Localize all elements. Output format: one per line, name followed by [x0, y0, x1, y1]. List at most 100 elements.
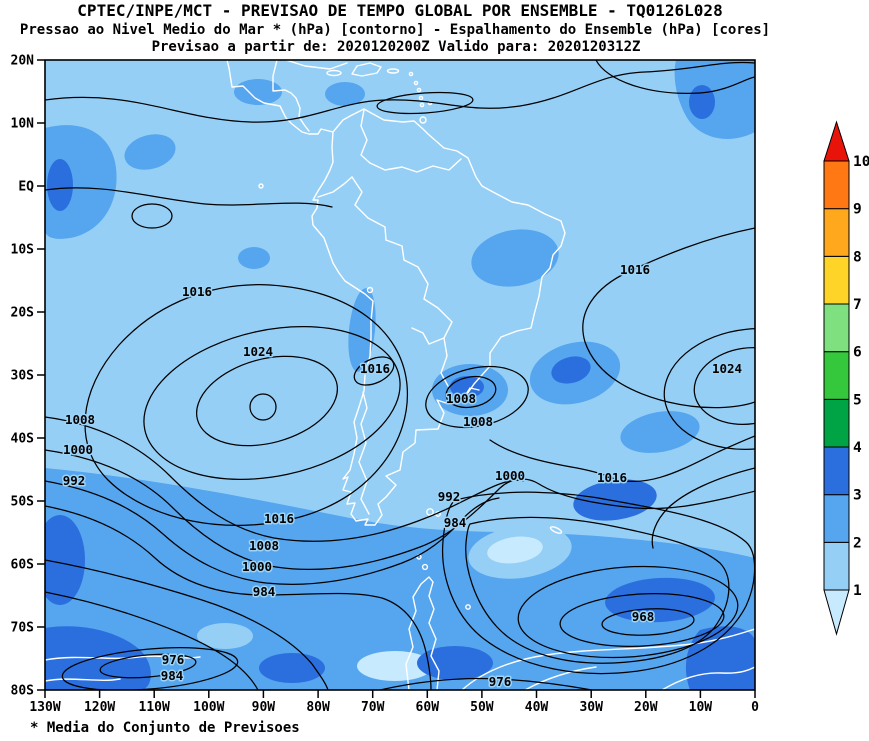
- lon-tick-label: 50W: [470, 700, 494, 715]
- contour-label: 984: [253, 584, 276, 599]
- lat-tick-label: 50S: [11, 495, 35, 510]
- colorbar-value-label: 10: [853, 154, 869, 170]
- colorbar-segment: [823, 541, 850, 591]
- shading-patch-dark: [417, 646, 493, 680]
- colorbar-segment: [823, 494, 850, 543]
- contour-label: 1008: [65, 412, 95, 427]
- lat-tick-label: EQ: [18, 180, 34, 195]
- colorbar-segment: [823, 303, 850, 353]
- pressure-contour-line: [45, 505, 432, 690]
- cuba-coastline: [285, 60, 348, 70]
- pressure-contour-line: [143, 326, 401, 480]
- shading-patch-dark: [573, 479, 657, 521]
- lat-tick-label: 10S: [11, 243, 35, 258]
- contour-label: 1016: [620, 262, 650, 277]
- contour-label: 1016: [360, 361, 390, 376]
- footer-note: * Media do Conjunto de Previsoes: [30, 720, 300, 736]
- contour-label: 1016: [182, 284, 212, 299]
- shading-patch-medium: [238, 247, 270, 269]
- border-venezuela-colombia: [360, 109, 371, 164]
- antilles-island: [418, 95, 424, 101]
- lat-tick-label: 80S: [11, 684, 35, 699]
- pressure-contour-line: [45, 449, 755, 571]
- colorbar-value-label: 6: [853, 345, 862, 361]
- pressure-contour-line: [45, 416, 524, 542]
- pressure-contour-line: [45, 591, 259, 690]
- colorbar-segment: [823, 446, 850, 496]
- colorbar-segment: [823, 351, 850, 400]
- pressure-contour-line: [425, 366, 529, 428]
- pressure-contour-line: [465, 516, 730, 664]
- contour-label: 1024: [243, 344, 273, 359]
- colorbar-value-label: 4: [853, 440, 862, 456]
- pressure-contour-line: [195, 355, 339, 447]
- south-orkney: [465, 604, 471, 610]
- central-america-caribbean-coast: [272, 60, 310, 132]
- pressure-contour-line: [99, 653, 197, 679]
- galapagos: [258, 183, 264, 189]
- colorbar-top-triangle: [823, 120, 850, 162]
- pressure-contour-line: [441, 491, 755, 675]
- pressure-contour-line: [517, 565, 739, 659]
- lon-tick-label: 70W: [361, 700, 385, 715]
- shading-patch-dark: [689, 85, 715, 119]
- pressure-contour-line: [353, 356, 395, 386]
- contour-label: 968: [632, 609, 655, 624]
- lon-tick-label: 110W: [139, 700, 170, 715]
- shading-patch-light: [197, 623, 253, 649]
- pressure-contour-line: [45, 480, 500, 585]
- lon-tick-label: 0: [751, 700, 759, 715]
- falklands: [426, 508, 434, 516]
- shading-patch-pale: [487, 536, 543, 564]
- lon-tick-label: 30W: [579, 700, 603, 715]
- map-area: 20N 10N EQ 10S 20S 30S 40S 50S 60S 70S 80S 130W 120…: [11, 54, 760, 716]
- lon-tick-label: 10W: [689, 700, 713, 715]
- chart-title: CPTEC/INPE/MCT - PREVISAO DE TEMPO GLOBA…: [77, 1, 722, 20]
- shading-patch-medium: [325, 82, 365, 106]
- lon-tick-label: 40W: [525, 700, 549, 715]
- lat-tick-label: 10N: [11, 117, 35, 132]
- antarctic-peninsula: [405, 576, 440, 690]
- contour-label: 1008: [249, 538, 279, 553]
- pressure-contours: [45, 60, 755, 690]
- shading-patch-medium: [45, 125, 117, 239]
- lat-tick-label: 20N: [11, 54, 35, 69]
- pressure-contour-line: [45, 61, 755, 123]
- antilles-island: [408, 71, 414, 77]
- lat-tick-label: 60S: [11, 558, 35, 573]
- colorbar-value-label: 5: [853, 392, 862, 408]
- colorbar-value-label: 1: [853, 583, 862, 599]
- lon-tick-label: 80W: [306, 700, 330, 715]
- contour-label: 1016: [597, 470, 627, 485]
- chart-subtitle: Pressao ao Nivel Medio do Mar * (hPa) [c…: [20, 22, 770, 38]
- contour-label: 984: [161, 668, 184, 683]
- coastlines: [45, 60, 755, 690]
- shading-patch-dark: [45, 515, 85, 605]
- lat-tick-label: 70S: [11, 621, 35, 636]
- colorbar-segment: [823, 160, 850, 210]
- contour-label: 1008: [446, 391, 476, 406]
- pressure-contour-line: [61, 647, 239, 690]
- map-frame: [44, 59, 756, 691]
- jamaica: [326, 69, 342, 77]
- antarctica-coast-east: [524, 666, 597, 690]
- lon-tick-label: 120W: [84, 700, 115, 715]
- lon-tick-label: 130W: [29, 700, 60, 715]
- colorbar-segment: [823, 208, 850, 257]
- lon-tick-label: 100W: [193, 700, 224, 715]
- contour-label: 1000: [495, 468, 525, 483]
- spread-shading-pale: [357, 536, 543, 681]
- trinidad: [419, 116, 427, 124]
- lon-tick-label: 20W: [634, 700, 658, 715]
- border-bolivia-brazil: [385, 239, 429, 300]
- pressure-contour-line: [379, 677, 593, 690]
- antarctica-coast-west: [45, 655, 201, 661]
- pressure-contour-line: [559, 593, 725, 647]
- pressure-contour-line: [595, 60, 755, 94]
- contour-label: 984: [444, 515, 467, 530]
- lake-titicaca: [366, 286, 374, 294]
- border-ecuador-peru: [317, 176, 353, 198]
- colorbar-value-label: 8: [853, 249, 862, 265]
- antilles-island: [416, 87, 422, 93]
